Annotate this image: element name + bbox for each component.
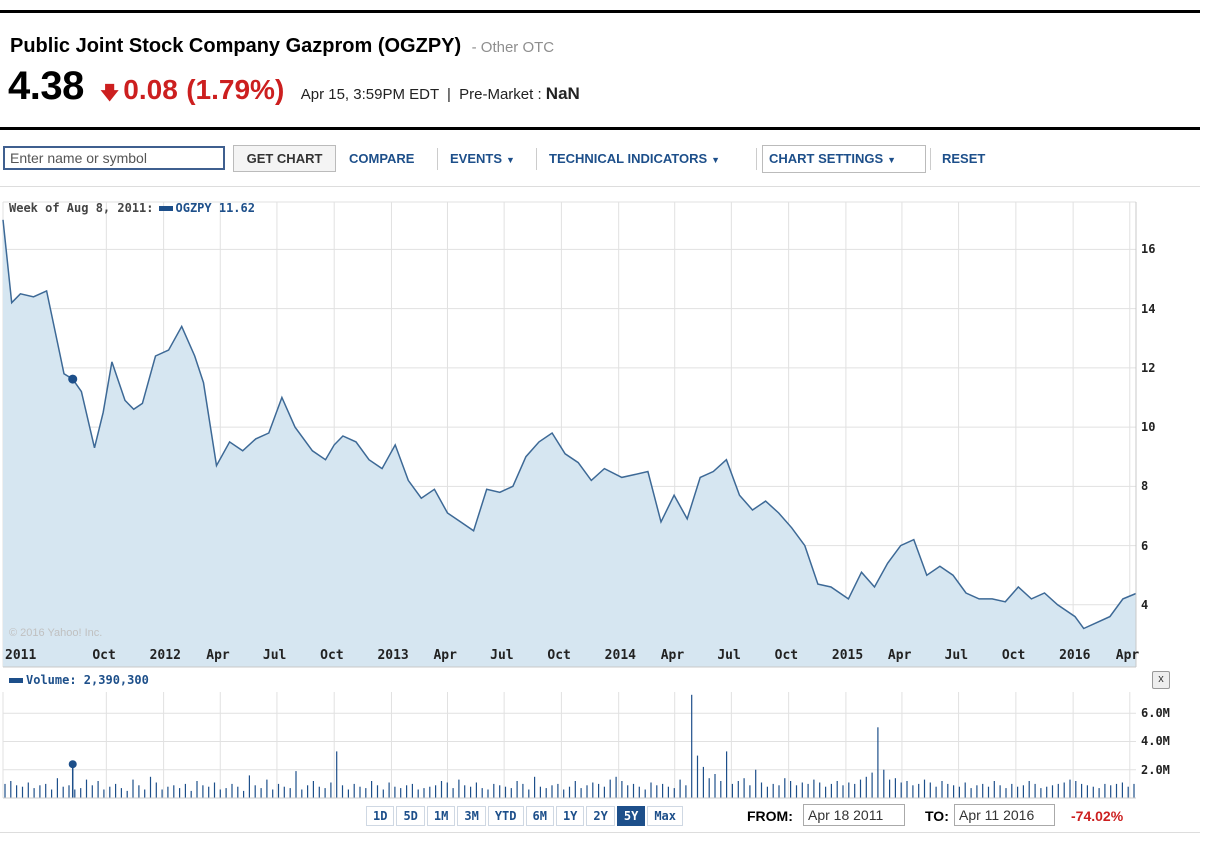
x-tick-label: Oct (92, 648, 116, 663)
range-selector: 1D 5D 1M 3M YTD 6M 1Y 2Y 5Y Max (366, 806, 685, 826)
x-tick-label: Oct (1001, 648, 1026, 663)
y-tick-label: 14 (1141, 301, 1156, 316)
volume-swatch (9, 678, 23, 683)
symbol-search-input[interactable] (3, 146, 225, 170)
chart-settings-menu[interactable]: CHART SETTINGS ▼ (769, 151, 896, 166)
quote-row: 4.38 🡇 0.08 (1.79%) Apr 15, 3:59PM EDT |… (8, 64, 580, 108)
from-date-input[interactable] (803, 804, 905, 826)
range-button-max[interactable]: Max (647, 806, 683, 826)
volume-tick-label: 6.0M (1141, 706, 1170, 721)
range-button-1y[interactable]: 1Y (555, 806, 585, 826)
series-swatch (158, 206, 173, 211)
x-tick-label: Apr (206, 648, 230, 663)
chart-toolbar: GET CHART COMPARE EVENTS▼ TECHNICAL INDI… (0, 144, 1200, 174)
range-button-1m[interactable]: 1M (426, 806, 456, 826)
x-tick-label: Apr (433, 648, 457, 663)
x-tick-label: Jul (490, 648, 514, 663)
events-label: EVENTS (450, 151, 503, 166)
get-chart-button[interactable]: GET CHART (233, 145, 336, 172)
volume-legend: Volume: 2,390,300 (9, 673, 149, 687)
from-label: FROM: (747, 808, 793, 824)
range-button-5d[interactable]: 5D (396, 806, 425, 826)
range-button-5y[interactable]: 5Y (616, 806, 646, 826)
volume-hover-marker (68, 760, 77, 769)
range-button-3m[interactable]: 3M (457, 806, 486, 826)
chevron-down-icon: ▼ (887, 155, 897, 165)
top-rule (0, 10, 1200, 13)
x-tick-label: Oct (774, 648, 799, 663)
down-arrow-icon: 🡇 (100, 83, 119, 103)
toolbar-divider (756, 148, 757, 170)
copyright-text: © 2016 Yahoo! Inc. (9, 627, 103, 639)
legend-date: Week of Aug 8, 2011: (9, 201, 154, 215)
range-button-2y[interactable]: 2Y (586, 806, 615, 826)
price-legend: Week of Aug 8, 2011: OGZPY 11.62 (9, 201, 255, 215)
market-label: - Other OTC (471, 39, 555, 56)
chart-settings-label: CHART SETTINGS (769, 151, 884, 166)
toolbar-rule (0, 186, 1200, 187)
volume-bars (4, 694, 1135, 798)
volume-grid (2, 692, 1136, 798)
last-price: 4.38 (8, 64, 84, 108)
range-percent-change: -74.02% (1071, 808, 1124, 824)
events-menu[interactable]: EVENTS ▼ (450, 151, 515, 166)
x-tick-label: Oct (547, 648, 571, 663)
reset-link[interactable]: RESET (942, 151, 986, 166)
range-button-ytd[interactable]: YTD (487, 806, 524, 826)
x-tick-label: 2016 (1059, 648, 1091, 663)
x-tick-label: 2011 (5, 648, 37, 663)
y-tick-label: 10 (1141, 420, 1156, 435)
x-tick-label: Jul (262, 648, 287, 663)
volume-tick-label: 2.0M (1141, 762, 1170, 777)
timestamp-text: Apr 15, 3:59PM EDT (300, 86, 439, 103)
volume-legend-text: Volume: 2,390,300 (26, 673, 149, 687)
price-change-percent: (1.79%) (186, 74, 285, 105)
y-tick-label: 4 (1141, 597, 1149, 612)
x-tick-label: 2015 (831, 648, 864, 663)
y-tick-label: 6 (1141, 538, 1149, 553)
technical-indicators-menu[interactable]: TECHNICAL INDICATORS ▼ (549, 151, 720, 166)
price-area (3, 219, 1136, 668)
toolbar-divider (437, 148, 438, 170)
volume-tick-label: 4.0M (1141, 734, 1170, 749)
y-tick-label: 12 (1141, 360, 1156, 375)
y-tick-label: 8 (1141, 479, 1149, 494)
x-tick-label: Oct (320, 648, 344, 663)
legend-series-value: OGZPY 11.62 (175, 201, 255, 215)
chevron-down-icon: ▼ (506, 155, 515, 165)
y-tick-label: 16 (1141, 242, 1156, 257)
x-tick-label: 2014 (604, 648, 636, 663)
range-button-6m[interactable]: 6M (525, 806, 554, 826)
x-tick-label: Jul (944, 648, 969, 663)
x-tick-label: Apr (1115, 648, 1140, 663)
company-name: Public Joint Stock Company Gazprom (OGZP… (10, 35, 462, 57)
x-tick-label: Apr (887, 648, 912, 663)
premarket-label: Pre-Market : (459, 86, 542, 103)
price-change: 0.08 (123, 74, 178, 105)
compare-link[interactable]: COMPARE (349, 151, 415, 166)
x-tick-label: 2013 (377, 648, 409, 663)
header-rule (0, 127, 1200, 130)
to-label: TO: (925, 808, 949, 824)
technical-indicators-label: TECHNICAL INDICATORS (549, 151, 708, 166)
quote-timestamp: Apr 15, 3:59PM EDT | Pre-Market : NaN (300, 84, 580, 103)
toolbar-divider (930, 148, 931, 170)
premarket-value: NaN (545, 84, 580, 103)
x-tick-label: Jul (717, 648, 741, 663)
price-volume-chart[interactable] (0, 194, 1215, 800)
chart-settings-box (762, 145, 926, 173)
to-date-input[interactable] (954, 804, 1055, 826)
chevron-down-icon: ▼ (711, 155, 721, 165)
close-volume-icon[interactable]: x (1152, 671, 1170, 689)
toolbar-divider (536, 148, 537, 170)
price-line (2, 219, 1137, 630)
timestamp-separator: | (447, 86, 451, 103)
x-tick-label: Apr (660, 648, 685, 663)
range-button-1d[interactable]: 1D (366, 806, 395, 826)
price-hover-marker (68, 374, 78, 384)
x-tick-label: 2012 (149, 648, 181, 663)
footer-rule (0, 832, 1200, 833)
quote-title: Public Joint Stock Company Gazprom (OGZP… (10, 35, 554, 58)
